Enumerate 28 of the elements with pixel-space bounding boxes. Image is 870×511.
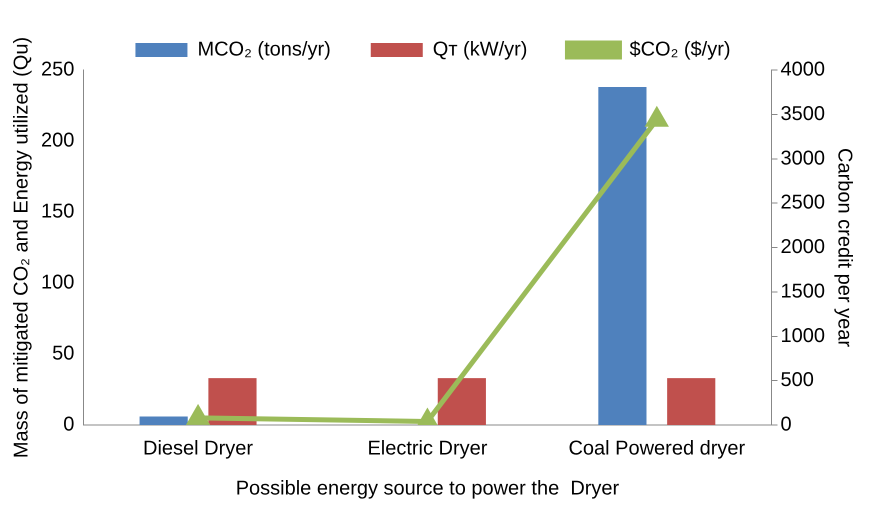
y2-tick-label: 500 (780, 369, 814, 392)
y-tick-label: 250 (40, 58, 74, 81)
y-tick-label: 100 (40, 272, 74, 294)
y2-tick-label: 1000 (780, 324, 826, 347)
legend-label: $CO₂ ($/yr) (629, 38, 731, 61)
x-tick-label: Electric Dryer (367, 438, 488, 460)
legend-label: Qᴛ (kW/yr) (432, 38, 528, 61)
y-tick-label: 200 (40, 130, 74, 152)
bar (598, 87, 646, 425)
y2-tick-label: 3500 (780, 102, 826, 125)
x-axis-title: Possible energy source to power the Dryer (236, 478, 620, 500)
legend-label: MCO₂ (tons/yr) (197, 38, 331, 61)
y2-tick-label: 2500 (780, 192, 826, 214)
bar (667, 378, 716, 425)
bar (438, 378, 486, 425)
y2-tick-label: 0 (780, 414, 792, 436)
y2-tick-label: 4000 (780, 58, 826, 81)
y-tick-label: 0 (63, 414, 74, 436)
y2-tick-label: 3000 (780, 147, 826, 170)
x-tick-label: Coal Powered dryer (568, 438, 746, 460)
y-tick-label: 50 (52, 342, 74, 365)
y2-tick-label: 1500 (780, 280, 826, 302)
y2-tick-label: 2000 (780, 236, 826, 258)
x-tick-label: Diesel Dryer (143, 438, 254, 460)
y-tick-label: 150 (40, 200, 74, 223)
y-axis-title: Mass of mitigated CO₂ and Energy utilized (Qu) (10, 36, 33, 458)
y2-axis-title: Carbon credit per year (833, 148, 856, 348)
bar (140, 416, 188, 425)
